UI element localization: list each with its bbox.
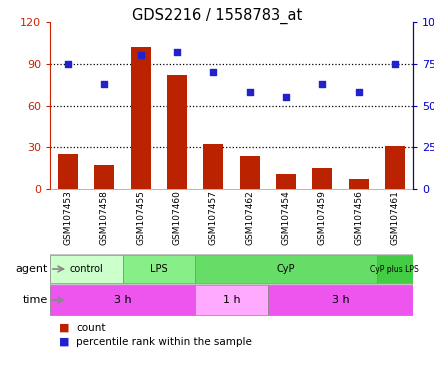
Text: agent: agent (16, 264, 48, 274)
Text: 1 h: 1 h (222, 295, 240, 305)
Bar (348, 179, 368, 189)
Text: ■: ■ (59, 323, 69, 333)
Text: 3 h: 3 h (331, 295, 349, 305)
Bar (50, 255, 122, 283)
Point (101, 81, 108, 87)
Point (282, 94, 289, 100)
Point (137, 52, 144, 58)
Text: CyP plus LPS: CyP plus LPS (370, 265, 418, 273)
Text: ■: ■ (59, 337, 69, 347)
Bar (94, 166, 114, 189)
Point (209, 69, 216, 75)
Point (246, 89, 253, 95)
Point (318, 81, 325, 87)
Point (354, 89, 361, 95)
Bar (376, 255, 412, 283)
Bar (267, 285, 412, 315)
Text: control: control (69, 264, 103, 274)
Point (173, 49, 180, 55)
Bar (239, 156, 259, 189)
Bar (275, 174, 295, 189)
Bar (384, 146, 404, 189)
Text: time: time (23, 295, 48, 305)
Text: count: count (76, 323, 105, 333)
Point (391, 61, 398, 67)
Bar (195, 255, 376, 283)
Bar (312, 168, 332, 189)
Bar (58, 154, 78, 189)
Bar (195, 285, 267, 315)
Bar (131, 47, 151, 189)
Bar (203, 144, 223, 189)
Text: CyP: CyP (276, 264, 295, 274)
Bar (50, 285, 195, 315)
Text: GDS2216 / 1558783_at: GDS2216 / 1558783_at (132, 8, 302, 24)
Point (65, 61, 72, 67)
Text: percentile rank within the sample: percentile rank within the sample (76, 337, 251, 347)
Text: LPS: LPS (150, 264, 168, 274)
Bar (167, 75, 187, 189)
Text: 3 h: 3 h (114, 295, 131, 305)
Bar (122, 255, 195, 283)
